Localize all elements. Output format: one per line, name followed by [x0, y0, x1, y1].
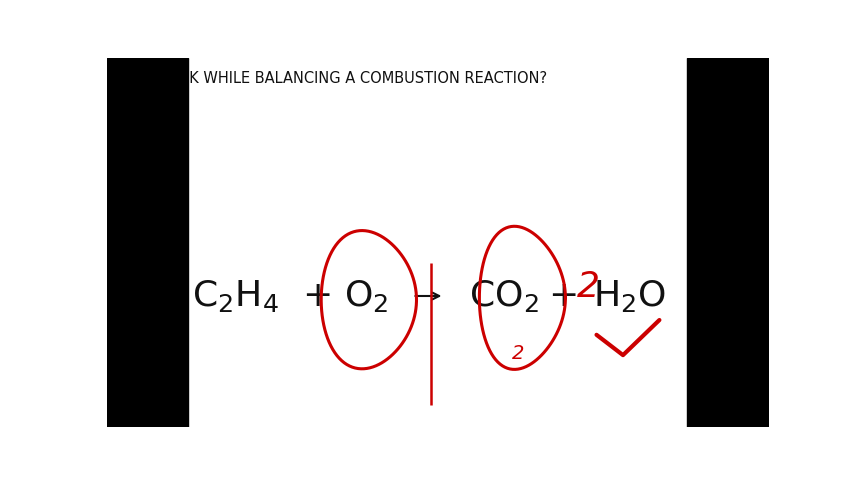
Text: 2: 2	[577, 270, 600, 304]
Text: $\mathregular{C_2H_4}$: $\mathregular{C_2H_4}$	[192, 278, 279, 314]
Text: STUCK WHILE BALANCING A COMBUSTION REACTION?: STUCK WHILE BALANCING A COMBUSTION REACT…	[149, 71, 546, 85]
Text: $\mathregular{CO_2}$: $\mathregular{CO_2}$	[468, 278, 538, 314]
Text: $\mathregular{H_2O}$: $\mathregular{H_2O}$	[593, 278, 665, 314]
Bar	[687, 58, 768, 427]
Bar	[107, 58, 188, 427]
Text: +: +	[302, 279, 332, 313]
Text: +: +	[548, 279, 578, 313]
Text: 2: 2	[512, 344, 524, 363]
Text: $\mathregular{O_2}$: $\mathregular{O_2}$	[344, 278, 388, 314]
